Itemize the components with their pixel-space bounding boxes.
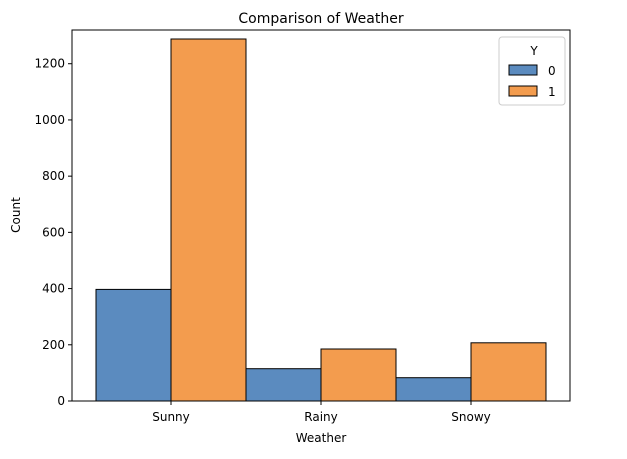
bar-sunny-y1 <box>170 38 247 402</box>
y-tick-label: 400 <box>42 282 65 296</box>
y-axis-label: Count <box>9 197 23 233</box>
bar-rainy-y0 <box>245 368 322 402</box>
x-tick-label: Sunny <box>152 410 190 424</box>
legend-label-0: 0 <box>548 64 556 78</box>
x-axis-label: Weather <box>296 431 347 445</box>
bar-snowy-y0 <box>395 377 472 402</box>
legend-swatch-0 <box>508 64 538 76</box>
bar-sunny-y0 <box>95 288 172 402</box>
legend-label-1: 1 <box>548 85 556 99</box>
y-tick-label: 200 <box>42 338 65 352</box>
legend-title: Y <box>529 44 538 58</box>
bar-rainy-y1 <box>320 348 397 402</box>
y-axis: 0 200 400 600 800 1000 1200 <box>34 57 72 408</box>
bars <box>95 38 547 402</box>
legend: Y 0 1 <box>498 36 566 106</box>
y-tick-label: 800 <box>42 169 65 183</box>
x-tick-label: Snowy <box>451 410 490 424</box>
x-axis: Sunny Rainy Snowy <box>152 401 491 424</box>
y-tick-label: 0 <box>57 394 65 408</box>
chart-title: Comparison of Weather <box>238 11 403 27</box>
y-tick-label: 600 <box>42 225 65 239</box>
y-tick-label: 1000 <box>34 113 65 127</box>
x-tick-label: Rainy <box>304 410 337 424</box>
legend-swatch-1 <box>508 85 538 97</box>
y-tick-label: 1200 <box>34 57 65 71</box>
bar-snowy-y1 <box>470 342 547 402</box>
